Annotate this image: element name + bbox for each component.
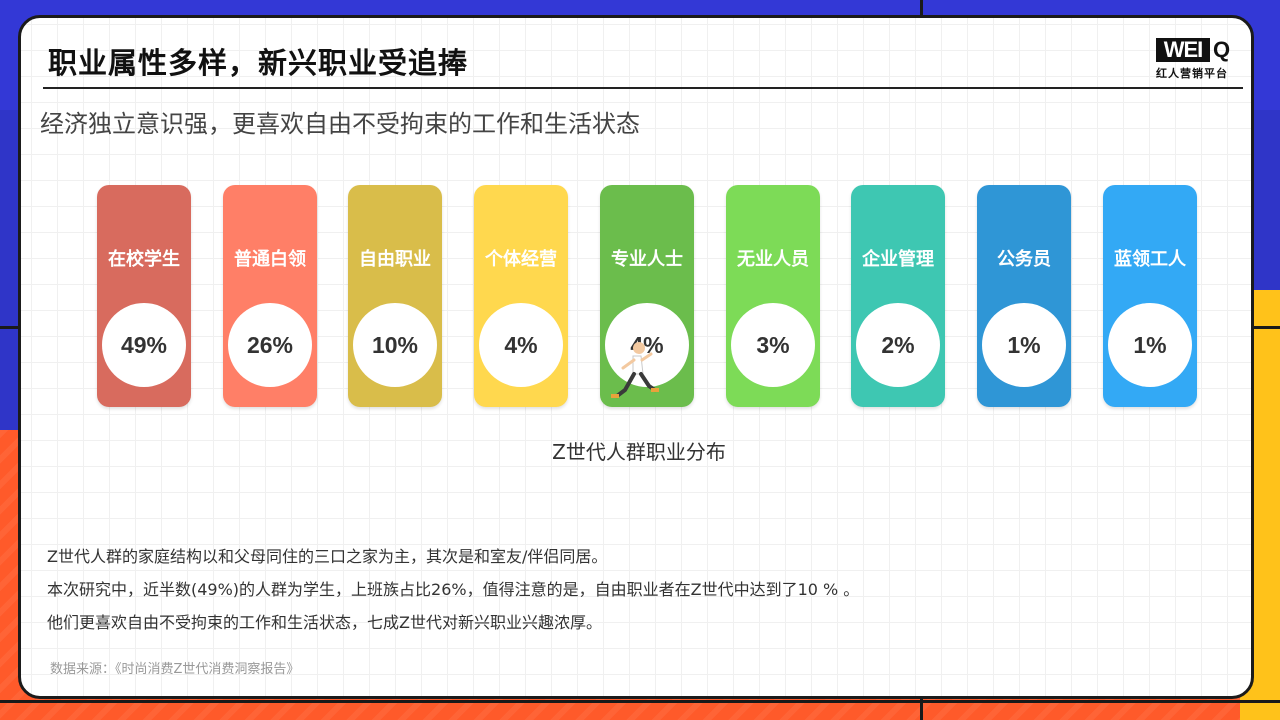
category-label: 自由职业 <box>359 249 431 270</box>
value-circle: 49% <box>102 303 186 387</box>
category-label: 在校学生 <box>108 249 180 270</box>
chart-bar: 个体经营 4% <box>474 185 568 407</box>
value-circle: 3% <box>731 303 815 387</box>
data-label: 10% <box>371 331 419 358</box>
data-label: 1% <box>1007 331 1041 358</box>
chart-bar: 公务员 1% <box>977 185 1071 407</box>
chart-bar: 在校学生 49% <box>97 185 191 407</box>
category-label: 蓝领工人 <box>1114 249 1186 270</box>
data-label: 49% <box>120 331 168 358</box>
chart-bar: 专业人士 4% <box>600 185 694 407</box>
category-label: 无业人员 <box>737 249 809 270</box>
data-label: 4% <box>504 331 538 358</box>
category-label: 专业人士 <box>611 249 683 270</box>
page-subtitle: 经济独立意识强，更喜欢自由不受拘束的工作和生活状态 <box>40 110 640 138</box>
title-underline <box>43 87 1243 89</box>
data-label: 2% <box>881 331 915 358</box>
page-title: 职业属性多样，新兴职业受追捧 <box>48 46 469 80</box>
value-circle: 1% <box>982 303 1066 387</box>
description-line: 他们更喜欢自由不受拘束的工作和生活状态，七成Z世代对新兴职业兴趣浓厚。 <box>47 613 602 632</box>
value-circle: 2% <box>856 303 940 387</box>
chart-bar: 无业人员 3% <box>726 185 820 407</box>
chart-title: Z世代人群职业分布 <box>552 440 726 464</box>
data-label: 26% <box>246 331 294 358</box>
value-circle: 4% <box>479 303 563 387</box>
chart-bar: 企业管理 2% <box>851 185 945 407</box>
weiq-logo: WEI Q 红人营销平台 <box>1156 38 1238 84</box>
data-source: 数据来源：《时尚消费Z世代消费洞察报告》 <box>50 662 300 677</box>
occupation-chart: Z世代人群职业分布 在校学生 49% 普通白领 26% 自由职业 10% 个体经营 4% 专业人… <box>21 18 1251 478</box>
value-circle: 1% <box>1108 303 1192 387</box>
logo-main: WEI <box>1156 38 1210 62</box>
description-line: Z世代人群的家庭结构以和父母同住的三口之家为主，其次是和室友/伴侣同居。 <box>47 547 608 566</box>
description-line: 本次研究中，近半数(49%)的人群为学生，上班族占比26%，值得注意的是，自由职… <box>47 580 860 599</box>
value-circle: 26% <box>228 303 312 387</box>
category-label: 个体经营 <box>485 249 557 270</box>
chart-bar: 蓝领工人 1% <box>1103 185 1197 407</box>
logo-q: Q <box>1213 37 1231 62</box>
value-circle: 10% <box>353 303 437 387</box>
category-label: 企业管理 <box>862 249 934 270</box>
chart-bar: 自由职业 10% <box>348 185 442 407</box>
chart-bar: 普通白领 26% <box>223 185 317 407</box>
description: Z世代人群的家庭结构以和父母同住的三口之家为主，其次是和室友/伴侣同居。 本次研… <box>47 540 859 639</box>
slide-card: 职业属性多样，新兴职业受追捧 WEI Q 红人营销平台 经济独立意识强，更喜欢自… <box>18 15 1254 699</box>
data-label: 1% <box>1133 331 1167 358</box>
logo-subtitle: 红人营销平台 <box>1156 67 1228 80</box>
running-person-icon <box>611 342 659 398</box>
value-circle: 4% <box>605 303 689 387</box>
category-label: 普通白领 <box>234 249 306 270</box>
data-label: 3% <box>756 331 790 358</box>
category-label: 公务员 <box>997 249 1051 270</box>
background-divider <box>0 700 1280 703</box>
